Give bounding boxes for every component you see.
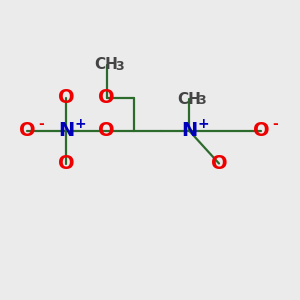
Text: O: O <box>58 88 74 107</box>
Text: N: N <box>181 121 197 140</box>
Text: +: + <box>75 117 86 131</box>
Text: O: O <box>98 88 115 107</box>
Text: O: O <box>98 121 115 140</box>
Text: +: + <box>198 117 209 131</box>
Text: O: O <box>253 121 269 140</box>
Text: 3: 3 <box>197 94 206 107</box>
Text: CH: CH <box>94 57 118 72</box>
Text: 3: 3 <box>115 59 123 73</box>
Text: N: N <box>58 121 74 140</box>
Text: O: O <box>211 154 227 173</box>
Text: -: - <box>38 117 44 131</box>
Text: -: - <box>272 117 278 131</box>
Text: O: O <box>19 121 35 140</box>
Text: O: O <box>58 154 74 173</box>
Text: CH: CH <box>177 92 201 106</box>
